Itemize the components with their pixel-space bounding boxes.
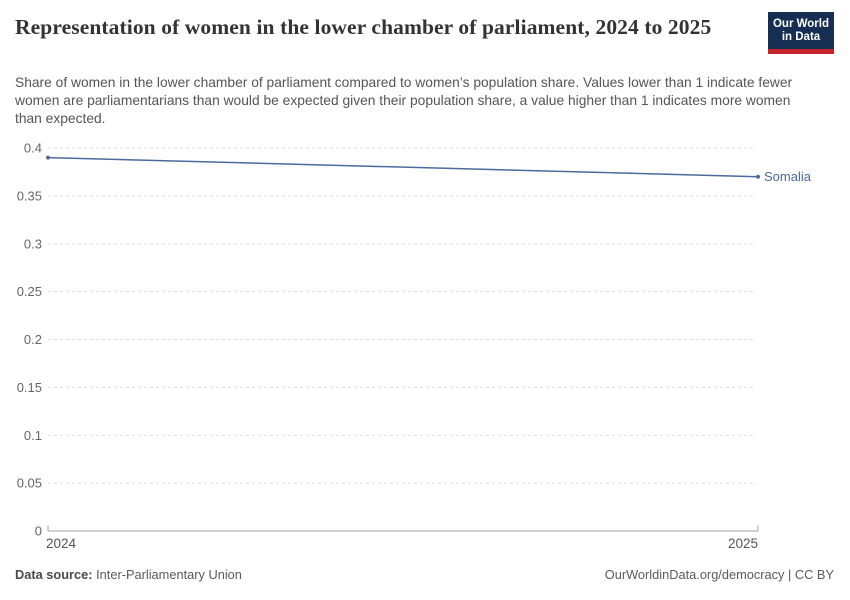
- y-tick-label: 0.25: [17, 284, 42, 299]
- y-tick-label: 0.2: [24, 332, 42, 347]
- data-point: [46, 155, 50, 160]
- data-source-value: Inter-Parliamentary Union: [96, 567, 242, 582]
- series-label[interactable]: Somalia: [764, 169, 812, 184]
- data-source-note: Data source: Inter-Parliamentary Union: [15, 566, 242, 583]
- chart-subtitle: Share of women in the lower chamber of p…: [15, 75, 793, 126]
- y-tick-label: 0.3: [24, 236, 42, 251]
- y-tick-label: 0.05: [17, 476, 42, 491]
- chart-footer: Data source: Inter-Parliamentary Union O…: [15, 566, 834, 583]
- line-chart-canvas[interactable]: 0 0.05 0.1 0.15 0.2 0.25 0.3 0.35 0.4 2024 2025 Som…: [0, 138, 850, 563]
- page-title: Representation of women in the lower cha…: [15, 15, 712, 39]
- y-tick-label: 0: [35, 524, 42, 539]
- owid-logo-line2: in Data: [781, 31, 821, 43]
- data-source-label: Data source:: [15, 567, 93, 582]
- owid-logo[interactable]: Our World in Data: [768, 12, 834, 54]
- y-tick-label: 0.1: [24, 428, 42, 443]
- x-tick-label: 2024: [46, 536, 77, 551]
- data-point: [756, 174, 760, 179]
- owid-logo-red-bar: [768, 49, 834, 54]
- owid-logo-line1: Our World: [772, 18, 829, 30]
- data-line[interactable]: [47, 156, 759, 178]
- x-tick-label: 2025: [728, 536, 758, 551]
- y-tick-label: 0.35: [17, 188, 42, 203]
- license-link[interactable]: OurWorldinData.org/democracy | CC BY: [604, 567, 834, 582]
- y-tick-label: 0.4: [24, 141, 42, 156]
- y-tick-label: 0.15: [17, 380, 42, 395]
- owid-logo-text: Our World in Data: [768, 12, 834, 49]
